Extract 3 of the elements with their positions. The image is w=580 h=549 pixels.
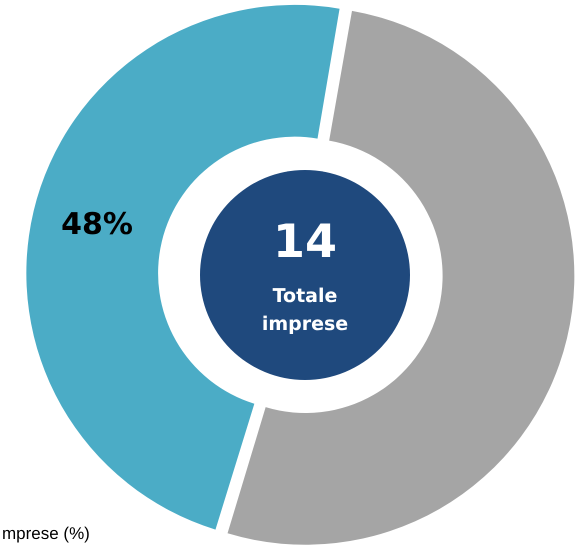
data-label: 48% (61, 206, 133, 242)
text: mprese (%) (2, 524, 90, 544)
circle-badge: 14 Totale imprese (200, 170, 410, 380)
